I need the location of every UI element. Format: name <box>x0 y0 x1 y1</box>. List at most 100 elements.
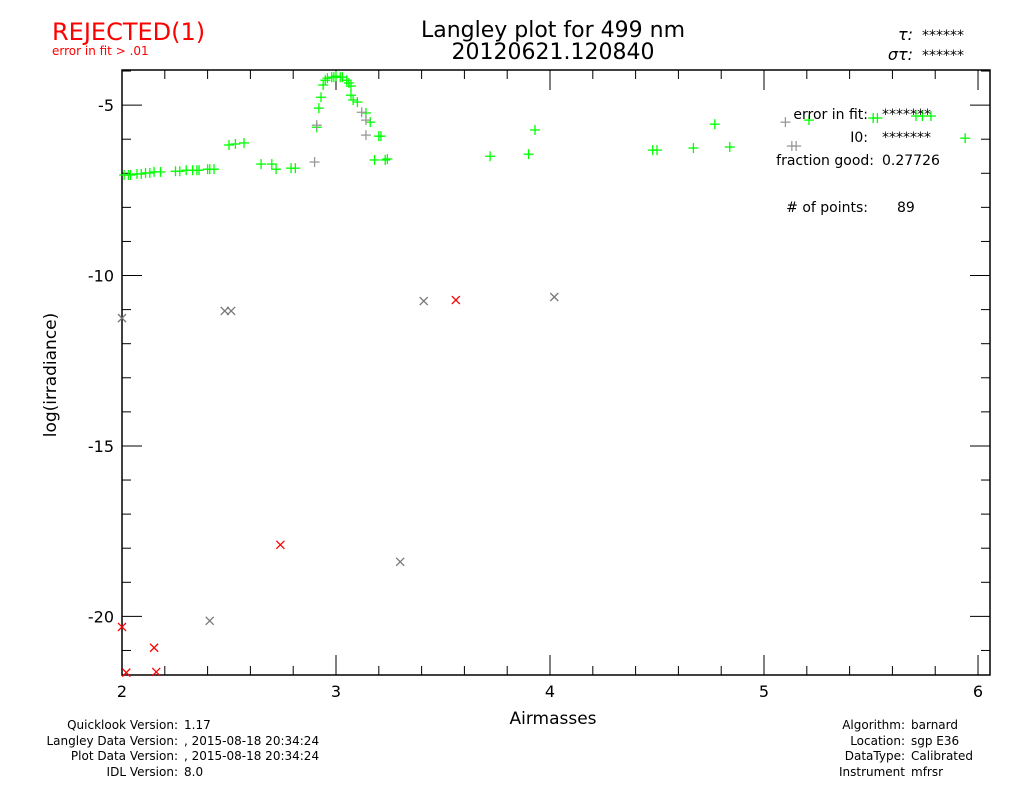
good-point <box>238 137 249 148</box>
footer-value: barnard <box>911 718 958 732</box>
good-point <box>271 164 282 175</box>
footer-row: Algorithm: barnard <box>810 718 973 734</box>
good-point <box>688 143 699 154</box>
excluded-point <box>360 130 371 141</box>
excluded-point <box>356 107 367 118</box>
y-tick-label: -20 <box>88 607 114 626</box>
good-point <box>174 166 185 177</box>
outliers-point <box>220 306 230 316</box>
footer-label: Algorithm: <box>842 718 905 732</box>
x-axis-label: Airmasses <box>509 709 596 729</box>
y-tick-label: -15 <box>88 437 114 456</box>
footer-row: Location: sgp E36 <box>810 734 973 750</box>
chart-title: Langley plot for 499 nm <box>421 18 685 43</box>
tau-value: ****** <box>922 28 964 44</box>
outliers-point <box>419 296 429 306</box>
good-point <box>724 142 735 153</box>
footer-label: Langley Data Version: <box>46 733 178 748</box>
good-point <box>266 159 277 170</box>
outliers-point <box>226 306 236 316</box>
good-point <box>209 164 220 175</box>
rejected-point <box>149 643 159 653</box>
excluded-point <box>791 141 802 152</box>
footer-right: Algorithm: barnard Location: sgp E36 DataTyp… <box>810 718 973 780</box>
y-tick-label: -10 <box>88 267 114 286</box>
footer-value: 8.0 <box>184 764 204 779</box>
x-tick-label: 5 <box>759 682 769 701</box>
y-axis-label: log(irradiance) <box>41 313 61 438</box>
stat-i0-label: I0: <box>850 130 868 146</box>
rejected-point <box>151 667 161 677</box>
footer-label: DataType: <box>844 749 905 763</box>
x-tick-label: 6 <box>973 682 983 701</box>
footer-row: Quicklook Version: 1.17 <box>0 718 319 734</box>
good-point <box>125 169 136 180</box>
footer-label: IDL Version: <box>106 764 178 779</box>
sigma-value: ****** <box>922 48 964 64</box>
good-point <box>365 117 376 128</box>
chart-subtitle: 20120621.120840 <box>452 40 655 65</box>
footer-label: Instrument <box>838 764 905 779</box>
good-point <box>352 97 363 108</box>
good-point <box>380 154 391 165</box>
good-point <box>290 163 301 174</box>
outliers-point <box>549 292 559 302</box>
good-point <box>530 124 541 135</box>
rejected-point <box>117 622 127 632</box>
good-point <box>925 111 936 122</box>
good-point <box>369 154 380 165</box>
good-point <box>803 115 814 126</box>
footer-value: 1.17 <box>184 718 211 732</box>
footer-row: Langley Data Version: , 2015-08-18 20:34:… <box>0 734 319 750</box>
good-point <box>144 167 155 178</box>
good-point <box>345 81 356 92</box>
good-point <box>709 119 720 130</box>
good-point <box>382 153 393 164</box>
good-point <box>345 90 356 101</box>
y-tick-label: -5 <box>98 96 114 115</box>
good-point <box>230 138 241 149</box>
good-point <box>320 75 331 86</box>
good-point <box>375 131 386 142</box>
good-point <box>331 71 342 82</box>
x-tick-label: 3 <box>331 682 341 701</box>
x-tick-label: 2 <box>117 682 127 701</box>
excluded-point <box>360 115 371 126</box>
footer-row: Plot Data Version: , 2015-08-18 20:34:24 <box>0 749 319 765</box>
data-points <box>117 71 971 678</box>
stat-fraction-label: fraction good: <box>776 153 874 169</box>
good-point <box>136 168 147 179</box>
good-point <box>917 111 928 122</box>
stat-i0-value: ******* <box>882 130 931 146</box>
footer-value: mfrsr <box>911 764 944 779</box>
stat-points-value: 89 <box>897 200 915 216</box>
x-tick-label: 4 <box>545 682 555 701</box>
rejected-point <box>121 668 131 678</box>
excluded-point <box>309 157 320 168</box>
plot-frame <box>121 69 991 676</box>
good-point <box>313 103 324 114</box>
footer-label: Location: <box>850 733 905 748</box>
good-point <box>652 145 663 156</box>
footer-value: , 2015-08-18 20:34:24 <box>184 733 320 748</box>
footer-row: Instrument mfrsr <box>810 765 973 781</box>
rejected-point <box>275 540 285 550</box>
outliers-point <box>205 616 215 626</box>
footer-label: Plot Data Version: <box>70 749 178 763</box>
status-label: REJECTED(1) <box>52 18 205 46</box>
footer-value: Calibrated <box>911 749 974 763</box>
outliers-point <box>395 557 405 567</box>
good-point <box>256 159 267 170</box>
excluded-point <box>311 120 322 131</box>
good-point <box>316 92 327 103</box>
footer-value: , 2015-08-18 20:34:24 <box>184 749 320 763</box>
rejected-point <box>451 295 461 305</box>
good-point <box>485 151 496 162</box>
good-point <box>960 133 971 144</box>
good-point <box>348 94 359 105</box>
tau-label: τ: <box>898 25 913 44</box>
footer-row: IDL Version: 8.0 <box>0 765 319 781</box>
footer-left: Quicklook Version: 1.17 Langley Data Versi… <box>0 718 319 780</box>
